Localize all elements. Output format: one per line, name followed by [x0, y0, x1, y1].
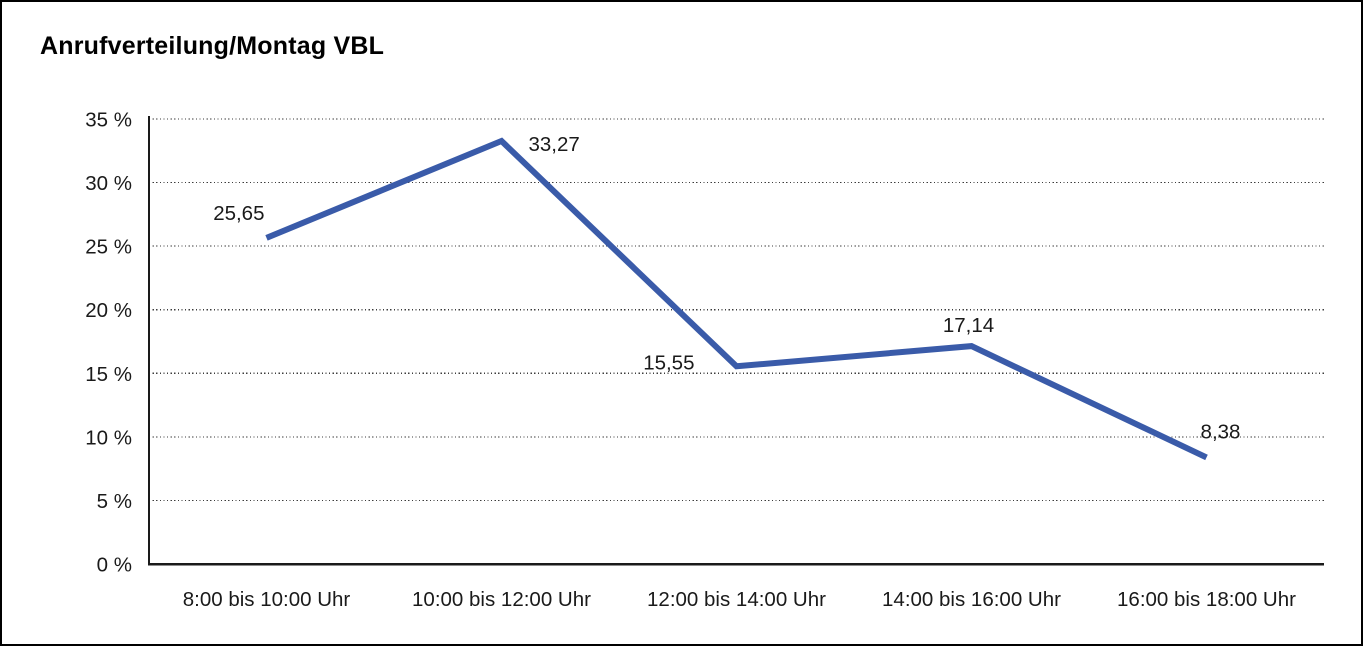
y-tick-label: 5 %	[97, 490, 132, 513]
x-tick-label: 10:00 bis 12:00 Uhr	[412, 588, 591, 611]
value-label: 33,27	[529, 133, 580, 156]
y-tick-label: 10 %	[85, 426, 132, 449]
value-label: 25,65	[213, 202, 264, 225]
y-tick-label: 35 %	[85, 109, 132, 132]
x-tick-label: 8:00 bis 10:00 Uhr	[183, 588, 351, 611]
value-label: 17,14	[943, 314, 994, 337]
y-tick-label: 15 %	[85, 363, 132, 386]
chart-title: Anrufverteilung/Montag VBL	[40, 32, 385, 60]
x-tick-label: 14:00 bis 16:00 Uhr	[882, 588, 1061, 611]
value-label: 15,55	[643, 351, 694, 374]
y-tick-label: 25 %	[85, 236, 132, 259]
value-label: 8,38	[1201, 420, 1241, 443]
data-line-series	[265, 137, 1208, 461]
y-tick-label: 30 %	[85, 172, 132, 195]
x-tick-label: 12:00 bis 14:00 Uhr	[647, 588, 826, 611]
y-tick-label: 20 %	[85, 299, 132, 322]
y-tick-label: 0 %	[97, 554, 132, 577]
x-tick-label: 16:00 bis 18:00 Uhr	[1117, 588, 1296, 611]
